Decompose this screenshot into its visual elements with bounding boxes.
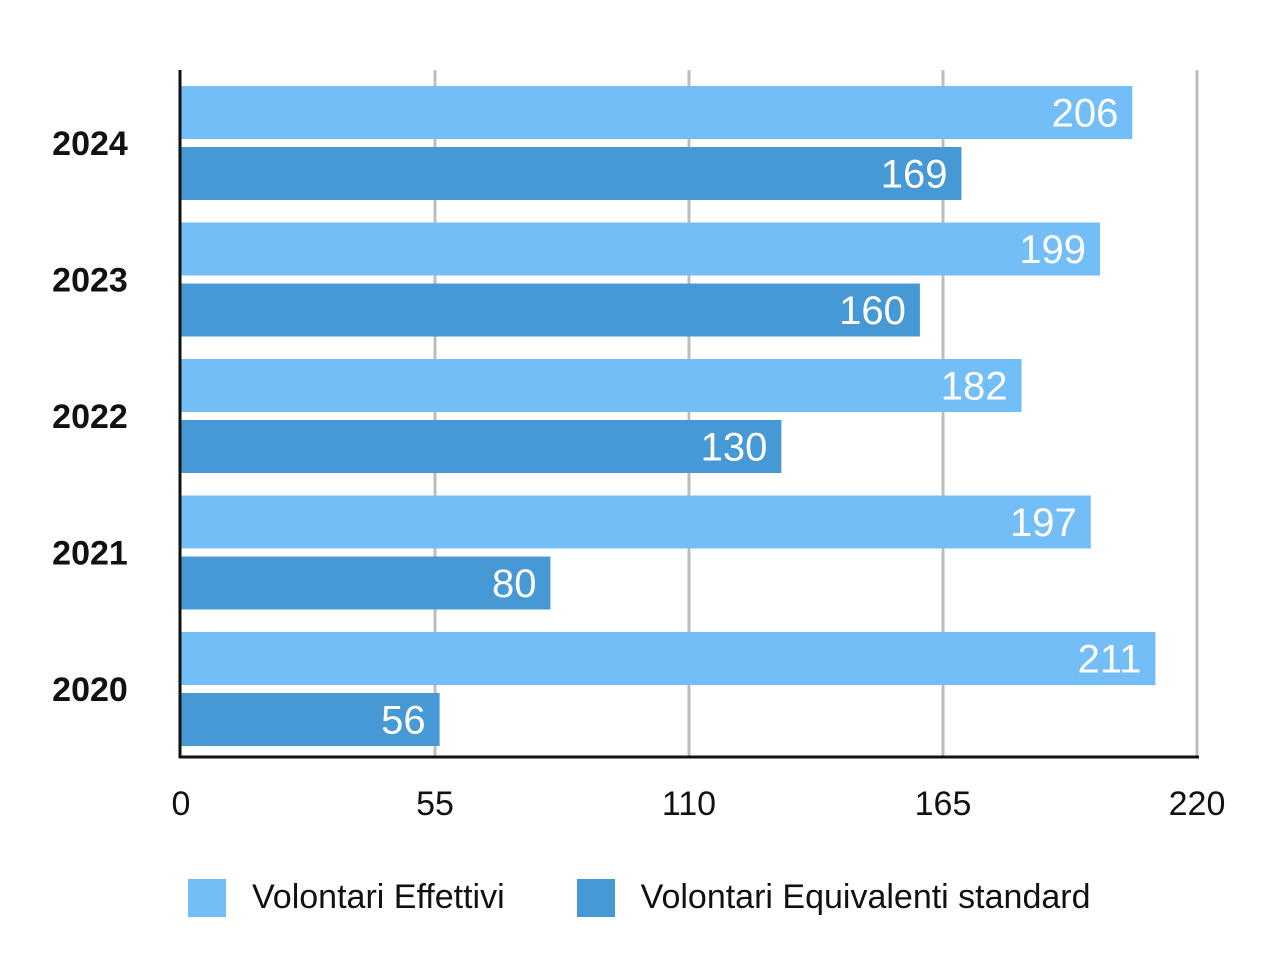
legend-label-effettivi: Volontari Effettivi <box>252 878 505 916</box>
x-tick-label: 0 <box>172 785 191 823</box>
x-tick-label: 220 <box>1169 785 1226 823</box>
bar-equivalenti-2023 <box>181 283 920 337</box>
data-label: 182 <box>941 365 1008 409</box>
x-tick-label: 110 <box>662 785 716 823</box>
bar-equivalenti-2021 <box>181 556 551 610</box>
bar-equivalenti-2024 <box>181 147 962 200</box>
data-label: 197 <box>1010 501 1077 545</box>
bars <box>181 86 1156 746</box>
data-label: 211 <box>1078 638 1142 682</box>
legend-swatch-effettivi <box>188 878 226 917</box>
bar-effettivi-2021 <box>181 495 1091 549</box>
y-tick-label: 2024 <box>52 125 128 163</box>
y-tick-label: 2022 <box>52 398 128 436</box>
x-tick-label: 55 <box>416 785 454 823</box>
bar-chart: 0 55 110 165 220 2024 206 169 2023 199 160 2022 182 1… <box>52 70 1225 824</box>
bar-equivalenti-2022 <box>181 420 782 473</box>
data-label: 169 <box>881 153 948 197</box>
bar-effettivi-2020 <box>181 632 1156 685</box>
legend-item-effettivi: Volontari Effettivi <box>188 878 505 917</box>
y-tick-label: 2020 <box>52 671 128 709</box>
legend-swatch-equivalenti <box>576 878 615 917</box>
data-label: 160 <box>839 289 906 333</box>
bar-equivalenti-2020 <box>181 693 440 746</box>
legend-label-equivalenti: Volontari Equivalenti standard <box>640 878 1091 916</box>
legend: Volontari Effettivi Volontari Equivalent… <box>188 878 1163 917</box>
axes <box>178 70 1199 759</box>
data-label: 80 <box>492 562 537 606</box>
legend-item-equivalenti: Volontari Equivalenti standard <box>576 878 1091 917</box>
data-label: 130 <box>701 426 768 470</box>
x-tick-label: 165 <box>915 785 972 823</box>
bar-effettivi-2023 <box>181 222 1101 276</box>
y-tick-label: 2023 <box>52 262 128 300</box>
data-label: 199 <box>1019 228 1086 272</box>
data-label: 56 <box>381 699 426 743</box>
y-tick-label: 2021 <box>52 535 128 573</box>
data-label: 206 <box>1052 92 1119 136</box>
labels: 0 55 110 165 220 2024 206 169 2023 199 160 2022 182 1… <box>52 92 1225 824</box>
bar-effettivi-2022 <box>181 359 1022 412</box>
bar-effettivi-2024 <box>181 86 1133 139</box>
